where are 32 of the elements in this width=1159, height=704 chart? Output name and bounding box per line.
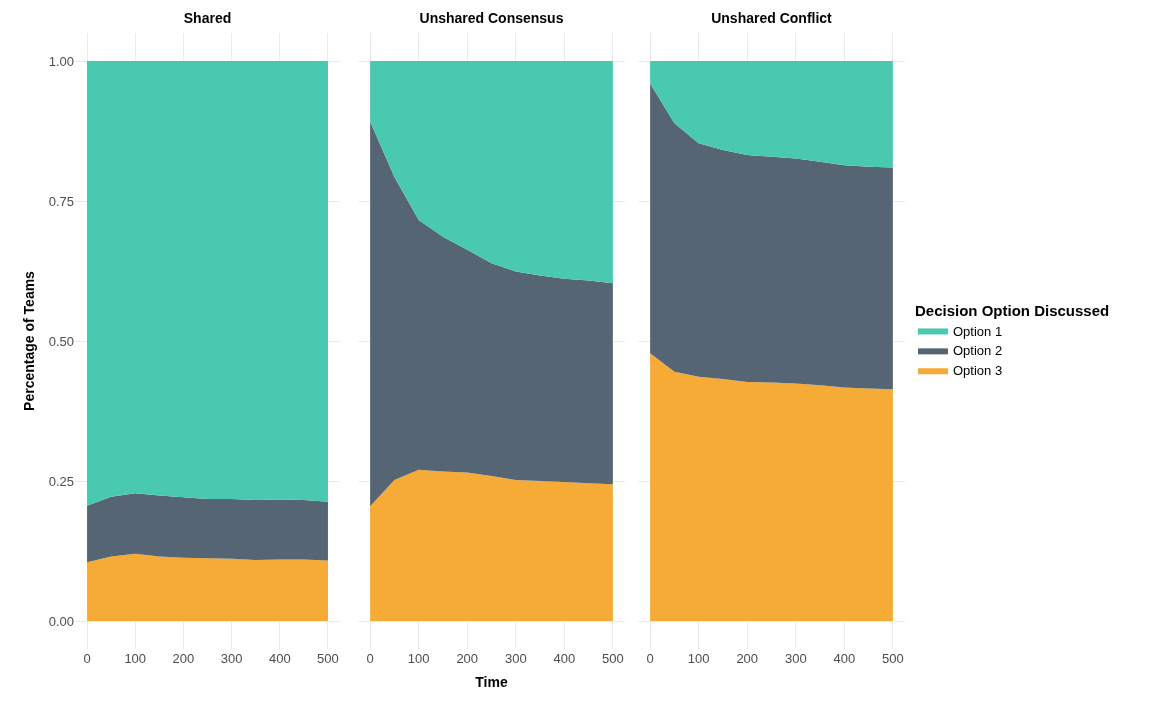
y-axis-title: Percentage of Teams <box>21 270 38 411</box>
x-tick-label: 400 <box>833 651 856 666</box>
y-tick-label: 0.75 <box>48 193 74 209</box>
x-tick-label: 0 <box>646 651 654 666</box>
legend-label: Option 2 <box>953 343 1003 359</box>
x-tick-label: 0 <box>366 651 374 666</box>
chart-title: Shared <box>183 9 232 26</box>
chart-title: Unshared Consensus <box>419 9 564 26</box>
x-tick-label: 0 <box>83 651 91 666</box>
x-tick-label: 100 <box>687 651 710 666</box>
legend-title: Decision Option Discussed <box>915 301 1110 319</box>
x-tick-label: 400 <box>553 651 576 666</box>
x-tick-label: 200 <box>172 651 195 666</box>
y-tick-label: 0.50 <box>48 333 74 349</box>
y-tick-label: 1.00 <box>48 53 74 69</box>
legend-label: Option 1 <box>953 323 1003 339</box>
x-tick-label: 200 <box>736 651 759 666</box>
x-tick-label: 100 <box>124 651 147 666</box>
x-tick-label: 300 <box>220 651 243 666</box>
legend-label: Option 3 <box>953 363 1003 379</box>
x-tick-label: 300 <box>784 651 807 666</box>
x-tick-label: 100 <box>407 651 430 666</box>
chart-title: Unshared Conflict <box>711 9 833 26</box>
x-tick-label: 500 <box>882 651 904 666</box>
y-tick-label: 0.00 <box>48 613 74 629</box>
x-axis-title: Time <box>475 674 508 691</box>
x-tick-label: 300 <box>504 651 527 666</box>
y-tick-label: 0.25 <box>48 473 74 489</box>
x-tick-label: 200 <box>456 651 479 666</box>
x-tick-label: 500 <box>602 651 624 666</box>
x-tick-label: 400 <box>268 651 291 666</box>
x-tick-label: 500 <box>317 651 339 666</box>
